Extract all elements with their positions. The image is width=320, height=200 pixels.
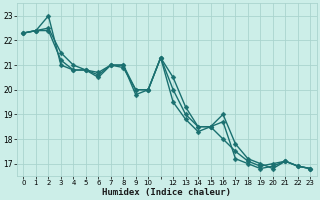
X-axis label: Humidex (Indice chaleur): Humidex (Indice chaleur) — [102, 188, 231, 197]
